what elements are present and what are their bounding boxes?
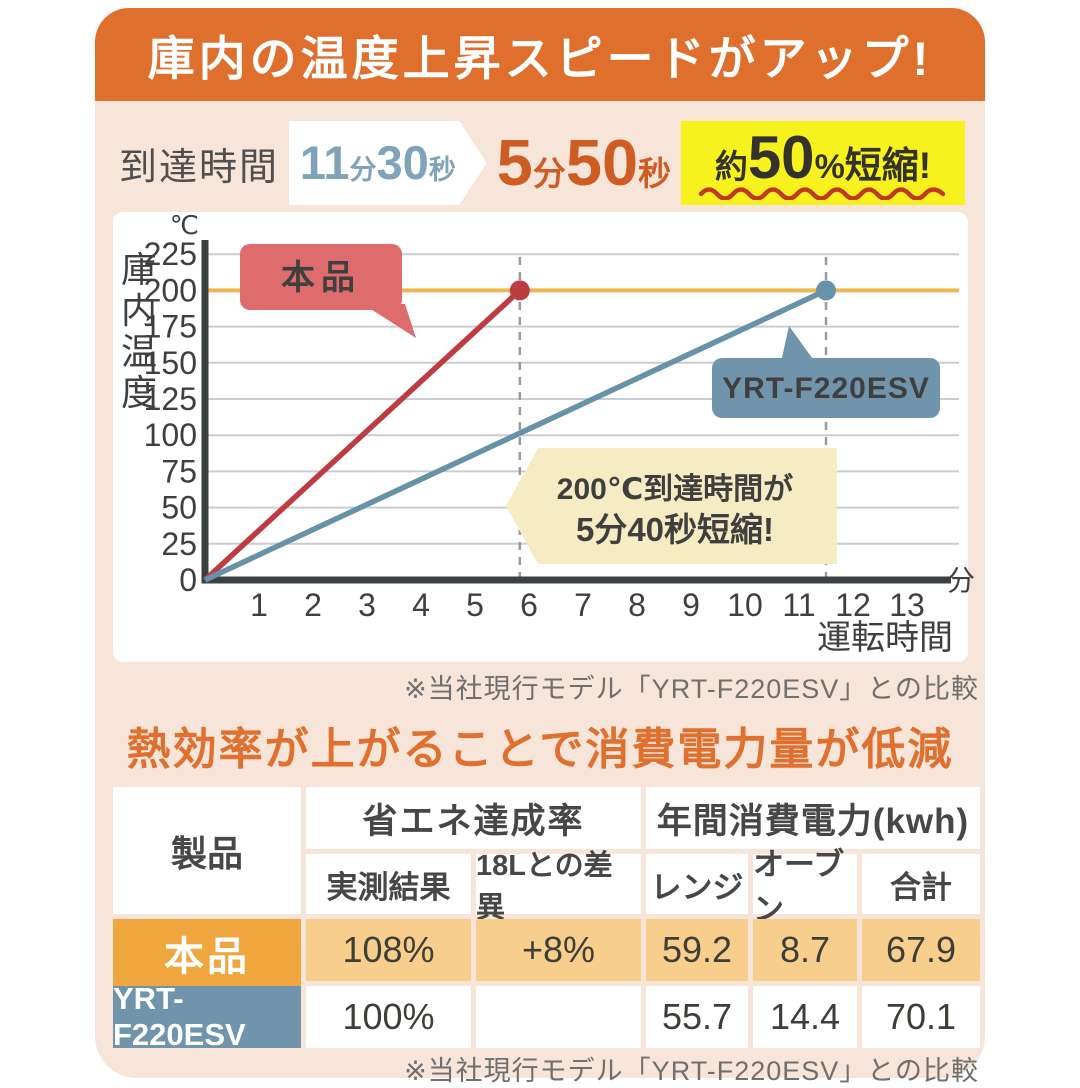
y-tick-label: 75 [161, 453, 197, 489]
x-tick-label: 1 [250, 587, 268, 623]
chart-card: 200℃到達時間が 5分40秒短縮! 本品 YRT-F220ESV 0 25 50 75 100… [113, 210, 975, 662]
annotation-line2: 5分40秒短縮! [576, 511, 774, 548]
before-minutes-unit: 分 [349, 155, 377, 185]
after-seconds: 50 [565, 126, 639, 199]
table-header-group-energy: 省エネ達成率 [306, 787, 641, 849]
y-axis-title-char: 庫 [121, 249, 157, 290]
table-cell: 70.1 [862, 986, 980, 1048]
y-tick-label: 150 [144, 345, 197, 381]
x-tick-label: 11 [782, 587, 815, 623]
after-minutes: 5 [496, 126, 533, 199]
table-subheader-diff18l: 18Lとの差異 [476, 850, 641, 924]
x-tick-label: 9 [682, 587, 700, 623]
x-tick-label: 6 [520, 587, 538, 623]
reach-time-row: 到達時間 11 分 30 秒 5 分 50 秒 約 50 % 短縮! [119, 117, 965, 209]
x-tick-label: 2 [304, 587, 322, 623]
section2-heading: 熱効率が上がることで消費電力量が低減 [126, 725, 954, 774]
annotation-line1: 200℃到達時間が [557, 472, 793, 506]
energy-table: 製品 省エネ達成率 年間消費電力(kwh) 実測結果 18Lとの差異 レンジ オ… [113, 787, 980, 1052]
x-unit-label: 分 [947, 565, 975, 596]
banner: 庫内の温度上昇スピードがアップ! [95, 8, 985, 101]
y-tick-label: 100 [144, 417, 197, 453]
table-cell: 100% [306, 986, 471, 1048]
y-tick-label: 0 [179, 562, 197, 598]
table-cell: 67.9 [862, 919, 980, 981]
badge-prefix: 約 [714, 148, 748, 185]
y-tick-label: 225 [144, 236, 197, 272]
x-tick-label: 10 [727, 587, 763, 623]
banner-title: 庫内の温度上昇スピードがアップ! [147, 32, 933, 85]
y-axis-title-char: 温 [121, 331, 157, 372]
table-header-group-consumption: 年間消費電力(kwh) [646, 787, 980, 849]
table-subheader-range: レンジ [646, 854, 748, 914]
after-minutes-unit: 分 [532, 155, 566, 192]
table-row-product-label: 本品 [113, 919, 301, 986]
comparison-bubble-tail [781, 326, 815, 362]
table-subheader-measured: 実測結果 [306, 854, 471, 914]
table-cell: 14.4 [753, 986, 857, 1048]
table-cell: 108% [306, 919, 471, 981]
table-cell [476, 986, 641, 1048]
x-tick-label: 13 [889, 587, 925, 623]
table-subheader-total: 合計 [862, 854, 980, 914]
comparison-bubble [712, 358, 940, 418]
product-bubble [240, 244, 402, 310]
x-tick-label: 7 [574, 587, 592, 623]
reduction-annotation [506, 448, 837, 564]
badge-percent: % [814, 148, 845, 186]
x-tick-label: 5 [466, 587, 484, 623]
after-time: 5 分 50 秒 [497, 119, 671, 207]
product-endpoint [509, 280, 530, 301]
reduction-badge: 約 50 % 短縮! [680, 121, 965, 205]
reach-time-label: 到達時間 [119, 146, 280, 189]
body-background: 到達時間 11 分 30 秒 5 分 50 秒 約 50 % 短縮! [95, 101, 985, 1086]
y-axis-title-char: 内 [121, 290, 157, 331]
y-tick-label: 25 [161, 526, 197, 562]
y-tick-label: 200 [144, 272, 197, 308]
x-tick-label: 3 [358, 587, 376, 623]
product-line [203, 288, 522, 583]
table-cell: 8.7 [753, 919, 857, 981]
table-header-product: 製品 [113, 787, 301, 914]
before-time-arrow: 11 分 30 秒 [288, 121, 487, 205]
table-note: ※当社現行モデル「YRT-F220ESV」との比較 [404, 1056, 979, 1086]
table-cell: 59.2 [646, 919, 748, 981]
x-tick-label: 12 [835, 587, 871, 623]
table-row-compare-label: YRT-F220ESV [113, 981, 301, 1052]
y-tick-label: 50 [161, 490, 197, 526]
comparison-line [203, 287, 828, 583]
chart-note: ※当社現行モデル「YRT-F220ESV」との比較 [404, 674, 979, 704]
y-axis-title-char: 度 [121, 372, 157, 413]
comparison-bubble-label: YRT-F220ESV [722, 372, 930, 405]
badge-value: 50 [747, 124, 815, 191]
product-bubble-label: 本品 [281, 259, 361, 297]
x-axis-title: 運転時間 [817, 619, 953, 657]
table-subheader-oven: オーブン [753, 847, 857, 927]
temperature-chart: 200℃到達時間が5分40秒短縮!本品YRT-F220ESV0255075100… [121, 210, 975, 657]
y-unit-label: ℃ [170, 210, 199, 240]
table-cell: +8% [476, 919, 641, 981]
wavy-underline-icon [698, 187, 946, 200]
after-seconds-unit: 秒 [638, 155, 672, 192]
comparison-endpoint [816, 280, 836, 301]
badge-suffix: 短縮! [844, 145, 932, 186]
x-tick-label: 4 [412, 587, 430, 623]
before-seconds-unit: 秒 [428, 155, 456, 185]
before-minutes: 11 [299, 136, 350, 189]
product-bubble-tail [363, 304, 416, 338]
x-tick-label: 8 [628, 587, 646, 623]
before-seconds: 30 [376, 136, 429, 189]
y-tick-label: 125 [144, 381, 197, 417]
y-tick-label: 175 [144, 309, 197, 345]
table-cell: 55.7 [646, 986, 748, 1048]
